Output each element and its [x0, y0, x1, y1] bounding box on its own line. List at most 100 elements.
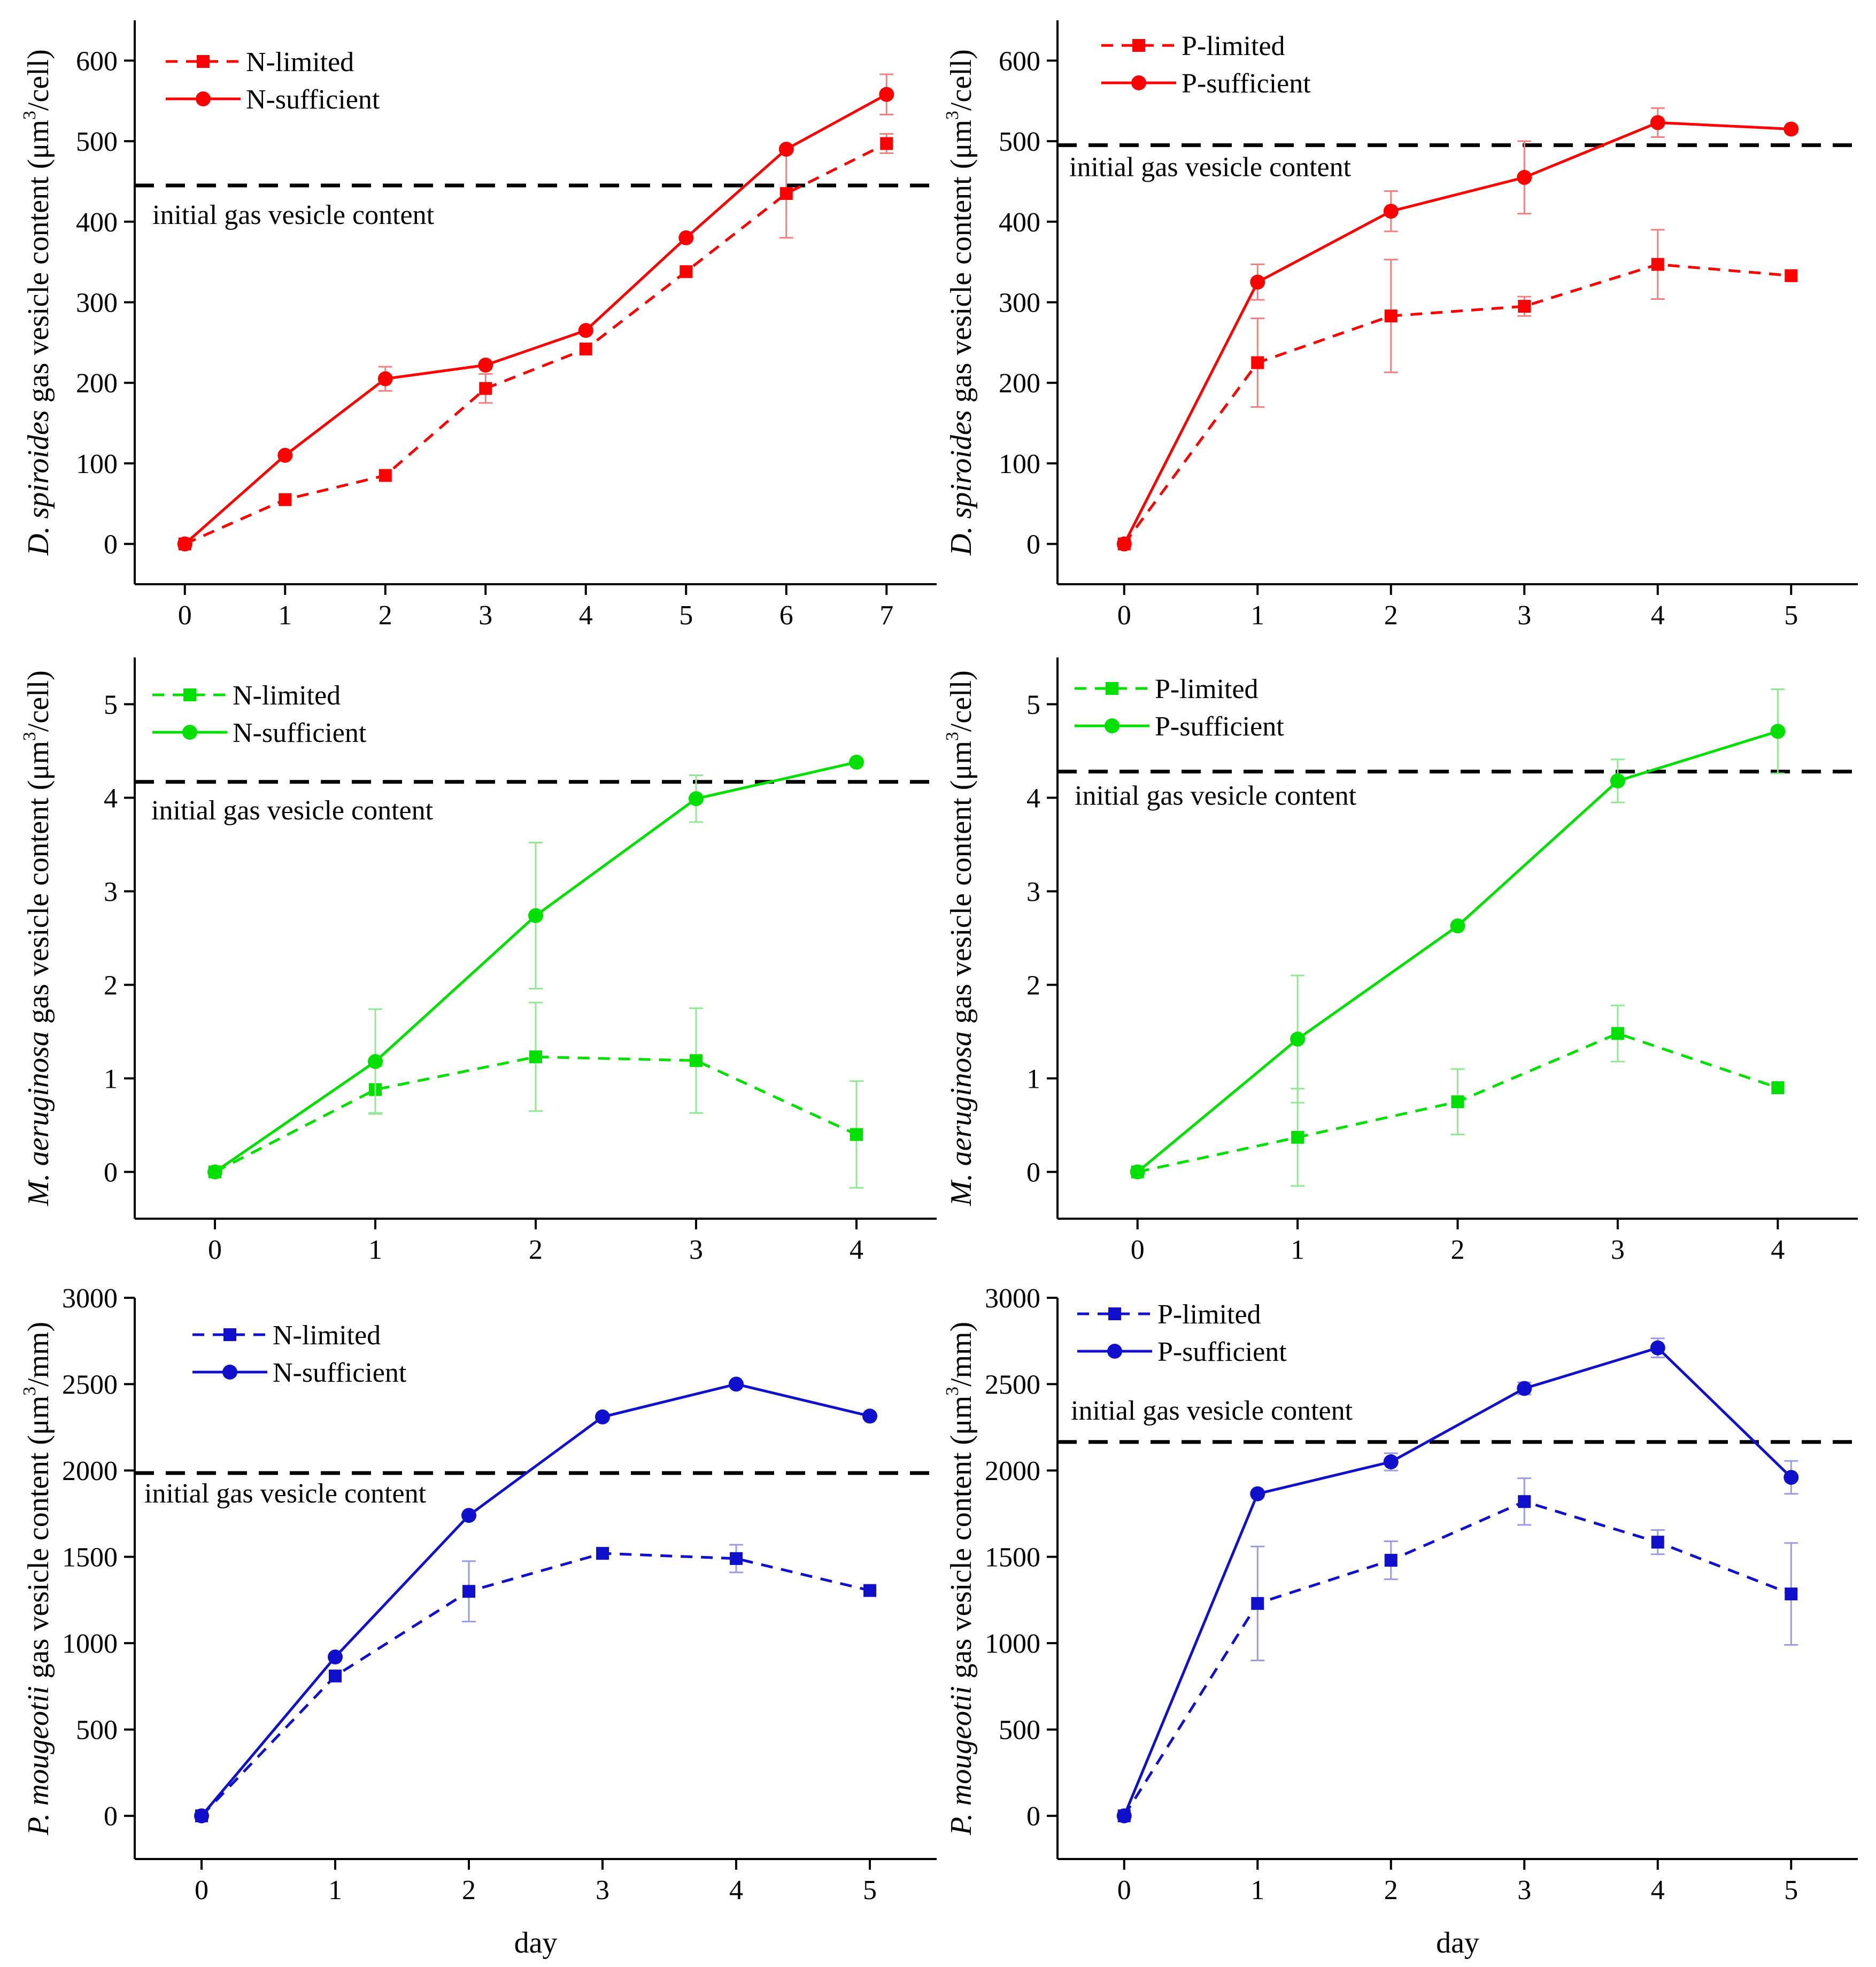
legend-marker-circle	[182, 725, 197, 740]
y-tick-label: 5	[104, 690, 118, 721]
legend-label: N-sufficient	[233, 718, 367, 748]
y-axis-title-species: D. spiroides	[22, 410, 55, 556]
legend-entry: N-sufficient	[166, 84, 380, 115]
data-point-circle	[1770, 724, 1786, 739]
data-point-square	[1651, 1536, 1664, 1549]
data-point-square	[1785, 269, 1798, 282]
data-point-circle	[729, 1376, 744, 1392]
data-point-circle	[1650, 1340, 1665, 1356]
data-point-square	[1251, 356, 1264, 369]
y-tick-label: 400	[76, 207, 118, 238]
y-tick-label: 3000	[985, 1283, 1040, 1314]
data-point-circle	[377, 371, 393, 386]
legend-entry: N-limited	[152, 680, 341, 711]
y-axis-title-sup: 3	[943, 732, 962, 741]
data-point-circle	[1116, 1808, 1132, 1824]
data-point-square	[1251, 1597, 1264, 1610]
series-p-limited	[1117, 229, 1798, 551]
legend-marker-square	[223, 1328, 236, 1341]
x-tick-label: 1	[278, 600, 292, 631]
y-tick-label: 5	[1026, 690, 1040, 721]
data-point-circle	[177, 536, 192, 552]
y-axis-title-sup: 3	[20, 111, 40, 120]
y-axis-title-text: gas vesicle content (μm	[22, 1396, 55, 1686]
y-tick-label: 200	[76, 368, 118, 399]
data-point-square	[579, 342, 592, 355]
x-axis-title: day	[514, 1926, 558, 1960]
legend-entry: N-sufficient	[192, 1358, 407, 1388]
y-tick-label: 600	[999, 46, 1040, 76]
data-point-circle	[862, 1408, 877, 1424]
y-axis-title-sup: 3	[20, 732, 40, 741]
legend-marker-square	[1106, 682, 1118, 695]
data-point-circle	[578, 323, 593, 338]
data-point-square	[1451, 1095, 1464, 1109]
panel-B: 0 100 200 300 400 500 600 0 1 2 3 4 5 D. spiroides ga…	[943, 20, 1858, 631]
data-point-circle	[1383, 204, 1399, 219]
data-point-square	[329, 1669, 342, 1683]
legend-label: N-sufficient	[273, 1358, 407, 1388]
legend-entry: P-sufficient	[1075, 711, 1284, 742]
y-tick-label: 2500	[62, 1370, 118, 1400]
data-point-square	[1384, 309, 1398, 323]
y-tick-label: 500	[76, 127, 118, 157]
data-point-circle	[778, 142, 794, 157]
x-tick-label: 5	[863, 1875, 877, 1906]
data-point-circle	[1290, 1032, 1306, 1047]
y-axis-title-sup: 3	[943, 111, 962, 120]
legend-entry: N-limited	[192, 1320, 381, 1351]
y-tick-label: 100	[76, 449, 118, 479]
data-point-square	[479, 382, 492, 395]
x-tick-label: 2	[1451, 1235, 1465, 1265]
y-tick-label: 0	[104, 530, 118, 560]
x-tick-label: 0	[178, 600, 192, 631]
data-point-square	[730, 1552, 743, 1565]
legend-label: N-limited	[246, 47, 354, 78]
x-tick-label: 0	[195, 1875, 209, 1906]
y-axis-title-text: gas vesicle content (μm	[945, 1396, 978, 1686]
legend-entry: P-limited	[1101, 31, 1285, 61]
legend-entry: N-sufficient	[152, 718, 367, 748]
y-tick-label: 2000	[985, 1456, 1040, 1486]
x-tick-label: 5	[1784, 600, 1798, 631]
x-tick-label: 4	[729, 1875, 743, 1906]
y-tick-label: 1000	[985, 1629, 1040, 1659]
data-point-circle	[528, 908, 543, 923]
series-n-limited	[209, 1002, 863, 1189]
data-point-circle	[689, 791, 704, 807]
data-point-square	[529, 1050, 542, 1064]
y-axis-title-species: P. mougeotii	[22, 1686, 55, 1836]
legend-label: P-limited	[1157, 1299, 1261, 1330]
data-point-circle	[1116, 536, 1132, 552]
x-tick-label: 3	[478, 600, 492, 631]
data-point-circle	[1250, 274, 1265, 290]
data-point-square	[1771, 1081, 1785, 1094]
y-tick-label: 300	[76, 288, 118, 319]
x-tick-label: 7	[879, 600, 893, 631]
legend-marker-circle	[222, 1365, 237, 1380]
y-tick-label: 500	[999, 1715, 1040, 1746]
data-point-circle	[328, 1650, 343, 1664]
series-line	[200, 1552, 870, 1817]
data-point-circle	[277, 447, 293, 463]
data-point-circle	[1517, 169, 1532, 185]
data-point-circle	[849, 755, 864, 770]
panel-E: 0 500 1000 1500 2000 2500 3000 0 1 2 3 4 5 P. mougeot…	[20, 1283, 937, 1960]
legend-entry: P-limited	[1075, 674, 1259, 704]
data-point-circle	[194, 1808, 209, 1824]
series-n-limited	[195, 1544, 876, 1823]
x-tick-label: 0	[1117, 1875, 1131, 1906]
data-point-square	[1518, 300, 1531, 313]
series-line	[1123, 1500, 1792, 1817]
data-point-square	[279, 493, 292, 506]
y-axis-title-species: P. mougeotii	[945, 1686, 978, 1836]
x-tick-label: 3	[1517, 1875, 1531, 1906]
x-tick-label: 0	[208, 1235, 222, 1265]
y-tick-label: 1500	[62, 1543, 118, 1573]
y-tick-label: 500	[999, 127, 1040, 157]
legend-marker-circle	[1105, 718, 1120, 733]
y-tick-label: 0	[1026, 1158, 1040, 1188]
y-axis-title-text: gas vesicle content (μm	[945, 741, 978, 1031]
x-tick-label: 4	[1651, 1875, 1665, 1906]
